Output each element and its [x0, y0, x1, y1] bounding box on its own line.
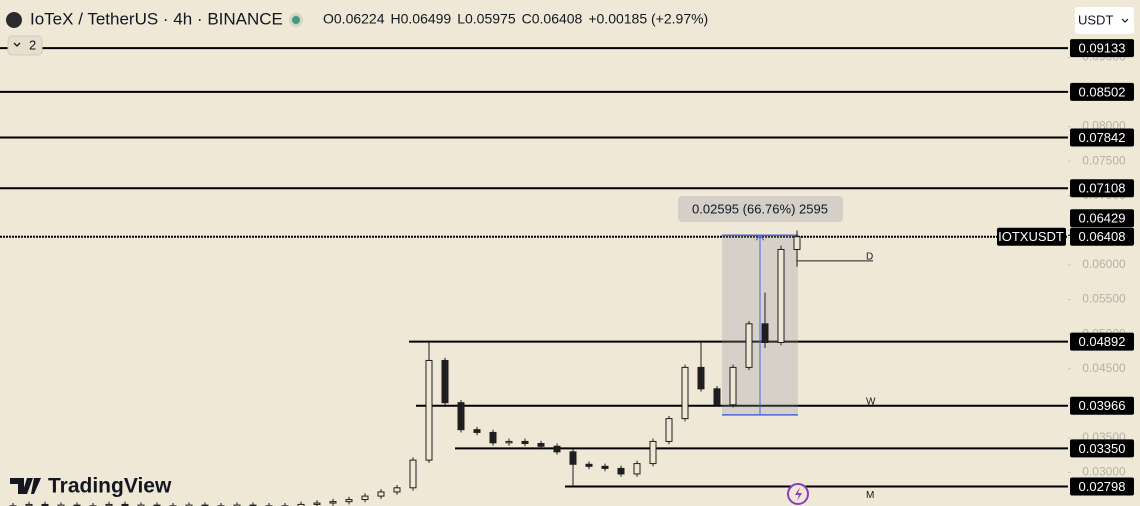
candle-body — [665, 418, 673, 442]
candle-body — [649, 440, 657, 465]
brand: TradingView — [10, 475, 172, 498]
candle-body — [473, 429, 481, 433]
candle-body — [377, 491, 385, 497]
candle-body — [777, 248, 785, 343]
candle-body — [537, 443, 545, 447]
ohlc-value: L0.05975 — [457, 11, 516, 27]
level-label: 0.03350 — [1079, 441, 1126, 456]
high-box — [1070, 209, 1134, 228]
y-tick-label: 0.07500 — [1082, 153, 1126, 167]
y-tick-label: 0.06000 — [1082, 257, 1126, 271]
candle-body — [313, 502, 321, 505]
symbol-icon — [6, 12, 22, 28]
ohlc-value: C0.06408 — [522, 11, 583, 27]
candle-body — [329, 501, 337, 504]
status-dot — [292, 16, 300, 24]
measure-arrowhead — [755, 234, 765, 241]
brand-logo — [10, 478, 41, 494]
level-box — [1070, 477, 1134, 496]
price-box — [1070, 227, 1134, 246]
level-label: 0.03966 — [1079, 398, 1126, 413]
level-box — [1070, 39, 1134, 58]
level-box — [1070, 439, 1134, 458]
candle-body — [745, 323, 753, 368]
level-label: 0.07108 — [1079, 181, 1126, 196]
timeframe-label: M — [866, 490, 874, 501]
candle-body — [457, 402, 465, 431]
candle-body — [505, 440, 513, 444]
symbol-label: IOTXUSDT — [998, 229, 1064, 244]
candle-body — [393, 487, 401, 493]
alert-icon[interactable] — [787, 483, 809, 505]
alert-bolt — [795, 487, 802, 501]
candle-body — [713, 388, 721, 406]
symbol-box — [997, 227, 1066, 246]
measure-label: 0.02595 (66.76%) 2595 — [692, 201, 828, 216]
currency: USDT — [1078, 12, 1113, 27]
ohlc-value: H0.06499 — [391, 11, 452, 27]
candle-body — [441, 359, 449, 404]
level-box — [1070, 128, 1134, 147]
level-box — [1070, 179, 1134, 198]
level-box — [1070, 82, 1134, 101]
level-label: 0.07842 — [1079, 130, 1126, 145]
candle-body — [425, 359, 433, 461]
candle-body — [553, 445, 561, 453]
candle-body — [409, 459, 417, 489]
y-tick-label: 0.04500 — [1082, 361, 1126, 375]
level-label: 0.09133 — [1079, 41, 1126, 56]
candle-body — [521, 440, 529, 445]
indicator-toggle[interactable] — [7, 35, 43, 56]
y-tick-label: 0.03000 — [1082, 465, 1126, 479]
candle-body — [633, 463, 641, 475]
ohlc-value: +0.00185 (+2.97%) — [588, 11, 708, 27]
candle-body — [585, 463, 593, 467]
candle-body — [761, 323, 769, 343]
candle-body — [793, 236, 801, 250]
candle-body — [489, 431, 497, 444]
price-label: 0.06408 — [1079, 229, 1126, 244]
candle-body — [345, 499, 353, 503]
candle-body — [681, 366, 689, 420]
ohlc-value: O0.06224 — [323, 11, 385, 27]
y-tick-label: 0.05500 — [1082, 292, 1126, 306]
chevron — [13, 42, 21, 47]
candle-body — [729, 366, 737, 406]
candle-body — [569, 451, 577, 465]
candle-body — [697, 366, 705, 390]
measure-box — [678, 196, 843, 222]
brand-name: TradingView — [48, 475, 172, 498]
chevron — [1121, 18, 1129, 23]
level-label: 0.08502 — [1079, 84, 1126, 99]
candle-body — [41, 503, 49, 506]
candle-body — [601, 465, 609, 469]
timeframe-label: D — [866, 251, 873, 262]
high-label: 0.06429 — [1079, 211, 1126, 226]
level-label: 0.04892 — [1079, 334, 1126, 349]
candle-body — [361, 495, 369, 501]
level-box — [1070, 396, 1134, 415]
indicator-count: 2 — [29, 37, 36, 52]
symbol-title: IoTeX / TetherUS · 4h · BINANCE — [30, 9, 283, 28]
candle-body — [121, 503, 129, 506]
currency-select[interactable] — [1075, 7, 1134, 34]
level-label: 0.02798 — [1079, 479, 1126, 494]
candle-body — [617, 467, 625, 475]
header: IoTeX / TetherUS · 4h · BINANCE O0.06224… — [6, 7, 1134, 56]
level-box — [1070, 332, 1134, 351]
timeframe-label: W — [866, 396, 876, 407]
